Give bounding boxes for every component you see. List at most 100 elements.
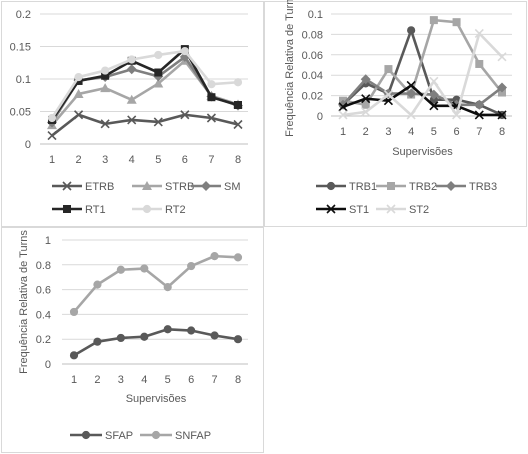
series-line <box>51 113 239 137</box>
data-point <box>452 110 462 120</box>
data-point <box>153 78 164 88</box>
data-point <box>452 18 461 27</box>
data-point <box>127 55 136 64</box>
data-point <box>407 26 416 35</box>
data-point <box>47 113 57 123</box>
y-tick-label: 0 <box>45 359 51 371</box>
legend-label: ETRB <box>85 181 114 193</box>
data-point <box>116 265 125 274</box>
series-line <box>50 47 239 121</box>
legend-item: RT2 <box>132 204 186 216</box>
x-tick-label: 3 <box>385 126 391 138</box>
data-point <box>154 50 163 60</box>
chart-panel-bottom-left: 0 0.2 0.4 0.6 0.8 1 1 2 3 4 5 6 7 8 Frequência Relativ… <box>1 227 264 453</box>
x-tick-label: 2 <box>363 126 369 138</box>
data-point <box>429 16 438 25</box>
y-tick-label: 0.1 <box>308 9 323 21</box>
legend-marker <box>81 430 91 440</box>
legend-label: SFAP <box>105 430 133 442</box>
x-tick-label: 5 <box>155 154 161 166</box>
series-rt2 <box>47 46 243 123</box>
data-point <box>474 110 484 120</box>
data-point <box>101 66 110 75</box>
data-point <box>210 252 219 261</box>
y-tick-label: 0.08 <box>302 29 323 41</box>
series-line <box>73 254 239 313</box>
legend-marker <box>151 430 161 440</box>
y-tick-label: 0.06 <box>302 50 323 62</box>
data-point <box>428 89 439 100</box>
legend-item: TRB2 <box>376 181 437 193</box>
legend-label: RT1 <box>85 204 106 216</box>
data-point <box>233 253 243 262</box>
series-line <box>342 84 502 117</box>
legend-marker <box>386 204 396 214</box>
data-point <box>498 88 506 97</box>
data-point <box>163 325 172 334</box>
series-st2 <box>338 28 507 120</box>
y-tick-label: 0.2 <box>16 9 31 21</box>
x-tick-label: 1 <box>340 126 346 138</box>
data-point <box>475 59 484 68</box>
legend-item: ST1 <box>316 204 369 216</box>
legend-marker <box>446 181 456 191</box>
data-point <box>361 94 371 104</box>
data-point <box>73 88 84 98</box>
data-point <box>406 80 416 90</box>
legend-marker <box>62 181 72 191</box>
data-point <box>383 90 393 100</box>
x-tick-label: 4 <box>129 154 135 166</box>
legend-marker <box>142 181 152 190</box>
data-point <box>101 71 110 80</box>
data-point <box>234 101 242 109</box>
x-tick-label: 7 <box>476 126 482 138</box>
data-point <box>361 107 371 117</box>
data-point <box>361 100 370 109</box>
x-tick-label: 8 <box>235 374 241 386</box>
series-etrb <box>47 110 243 141</box>
x-tick-label: 8 <box>235 154 241 166</box>
x-tick-label: 3 <box>102 154 108 166</box>
data-point <box>69 351 79 360</box>
x-tick-label: 5 <box>165 374 171 386</box>
data-point <box>429 101 439 111</box>
data-point <box>360 74 371 85</box>
y-tick-label: 0.8 <box>36 260 51 272</box>
x-tick-label: 6 <box>188 374 194 386</box>
legend-label: RT2 <box>165 204 186 216</box>
x-axis-title: Supervisões <box>126 393 187 405</box>
legend-marker <box>326 204 336 214</box>
data-point <box>338 110 348 120</box>
data-point <box>497 82 507 93</box>
y-tick-label: 0.1 <box>16 74 31 86</box>
data-point <box>338 102 348 112</box>
data-point <box>207 93 216 102</box>
chart-frame <box>1 1 264 227</box>
y-tick-label: 0.6 <box>36 285 51 297</box>
data-point <box>69 307 79 317</box>
legend-label: ST1 <box>349 204 369 216</box>
legend-item: SFAP <box>70 430 133 442</box>
data-point <box>406 88 417 99</box>
data-point <box>100 83 111 93</box>
legend-item: ST2 <box>376 204 429 216</box>
data-point <box>187 261 196 271</box>
y-tick-label: 0.04 <box>302 70 323 82</box>
y-tick-label: 0.15 <box>10 42 31 54</box>
data-point <box>474 28 484 38</box>
chart-panel-top-right: 0 0.02 0.04 0.06 0.08 0.1 1 2 3 4 5 6 7 8 Frequência R… <box>264 0 527 227</box>
data-point <box>474 99 485 110</box>
y-axis-title: Frequência Relativa de Turns <box>18 230 30 374</box>
data-point <box>429 76 439 86</box>
x-tick-label: 7 <box>208 154 214 166</box>
legend-label: SM <box>224 181 241 193</box>
x-tick-label: 3 <box>118 374 124 386</box>
legend-marker <box>387 182 395 190</box>
legend-marker <box>201 181 211 191</box>
y-tick-label: 0.05 <box>10 107 31 119</box>
y-tick-label: 0.02 <box>302 91 323 103</box>
data-point <box>154 68 163 77</box>
series-snfap <box>69 252 243 317</box>
legend-label: ST2 <box>409 204 429 216</box>
